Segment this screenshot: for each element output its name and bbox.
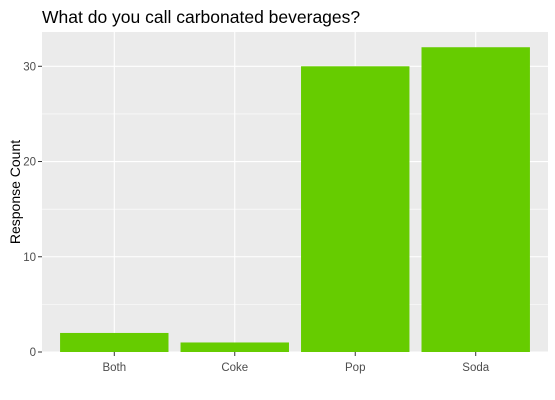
x-tick-label: Both bbox=[102, 362, 126, 374]
bar-coke bbox=[180, 342, 289, 352]
x-tick-label: Soda bbox=[462, 362, 489, 374]
bar-pop bbox=[301, 66, 410, 353]
y-tick-label: 20 bbox=[23, 157, 36, 169]
y-tick-label: 0 bbox=[30, 347, 36, 359]
bars bbox=[60, 47, 530, 353]
y-axis-title: Response Count bbox=[7, 140, 23, 244]
x-tick-label: Pop bbox=[345, 362, 365, 374]
chart-title: What do you call carbonated beverages? bbox=[42, 7, 360, 27]
y-tick-label: 30 bbox=[23, 61, 36, 73]
bar-soda bbox=[421, 47, 530, 352]
y-tick-label: 10 bbox=[23, 252, 36, 264]
x-tick-label: Coke bbox=[221, 362, 248, 374]
x-axis: Both Coke Pop Soda bbox=[102, 352, 490, 374]
y-axis: 0 10 20 30 bbox=[23, 61, 42, 359]
bar-both bbox=[60, 332, 169, 352]
